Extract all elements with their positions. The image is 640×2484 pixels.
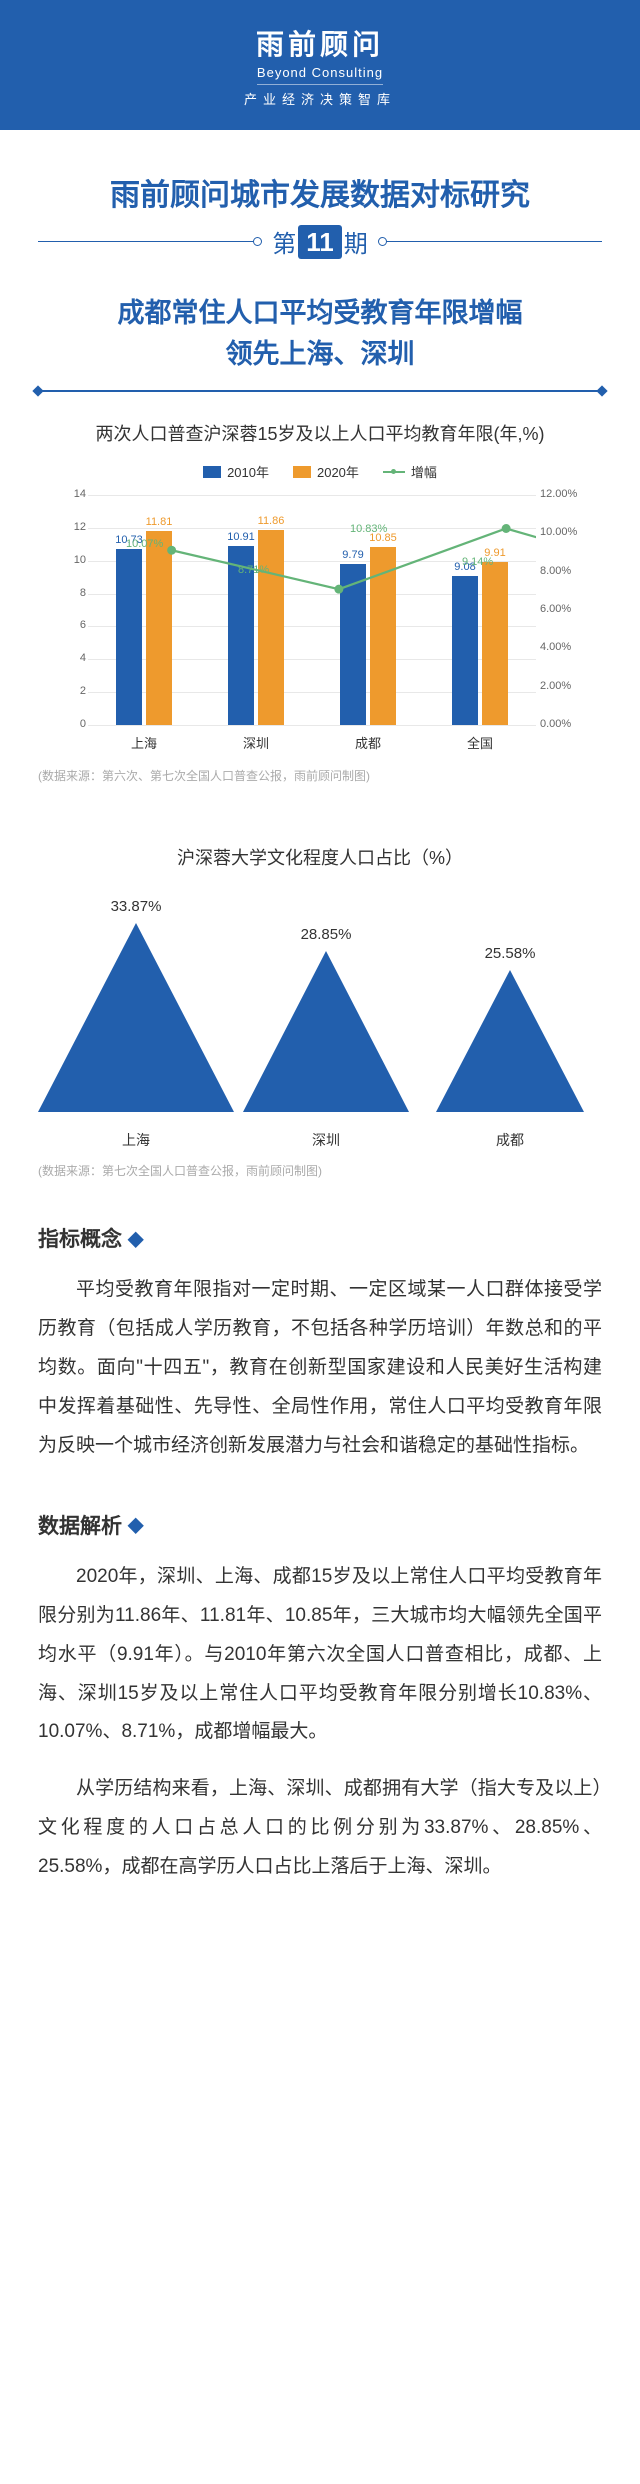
bar-group: 9.089.91全国: [424, 495, 536, 725]
triangle-shape: [243, 951, 409, 1112]
triangle-value: 33.87%: [111, 898, 162, 915]
growth-label: 10.83%: [350, 523, 387, 535]
issue-number: 11: [298, 225, 342, 259]
bar-2020: 11.81: [146, 531, 172, 725]
section2-body-1: 2020年，深圳、上海、成都15岁及以上常住人口平均受教育年限分别为11.86年…: [38, 1558, 602, 1753]
triangle-label: 深圳: [312, 1130, 340, 1150]
x-label: 上海: [88, 733, 200, 752]
issue-label: 第 11 期: [272, 224, 368, 259]
divider-left: [38, 241, 258, 242]
section1-heading: 指标概念◆: [38, 1223, 602, 1253]
triangle-row: 33.87% 上海 28.85% 深圳 25.58% 成都: [38, 900, 602, 1150]
logo-en: Beyond Consulting: [257, 65, 383, 85]
triangle-value: 25.58%: [485, 945, 536, 962]
section1-title: 指标概念: [38, 1223, 122, 1253]
y-right-tick: 0.00%: [540, 718, 592, 730]
y-left-tick: 8: [48, 587, 86, 599]
bar-2010: 9.08: [452, 576, 478, 725]
issue-pre: 第: [272, 224, 296, 259]
report-title: 雨前顾问城市发展数据对标研究: [38, 170, 602, 214]
legend-box-2020: [293, 466, 311, 478]
growth-label: 10.07%: [126, 538, 163, 550]
bar-2020: 11.86: [258, 530, 284, 725]
title-divider: [38, 390, 602, 392]
triangle-label: 上海: [122, 1130, 150, 1150]
bar-2010: 10.73: [116, 549, 142, 725]
bullet-icon: ◆: [128, 1512, 143, 1537]
section1-body: 平均受教育年限指对一定时期、一定区域某一人口群体接受学历教育（包括成人学历教育，…: [38, 1271, 602, 1466]
triangle-item: 33.87% 上海: [38, 898, 234, 1150]
legend-label-2020: 2020年: [317, 462, 359, 481]
legend-label-growth: 增幅: [411, 462, 437, 481]
growth-label: 8.71%: [238, 564, 269, 576]
subtitle: 成都常住人口平均受教育年限增幅 领先上海、深圳: [38, 293, 602, 374]
bar-group: 10.7311.81上海: [88, 495, 200, 725]
y-right-tick: 10.00%: [540, 526, 592, 538]
bar-group: 10.9111.86深圳: [200, 495, 312, 725]
y-left-tick: 14: [48, 488, 86, 500]
bars-area: 10.7311.81上海10.9111.86深圳9.7910.85成都9.089…: [88, 495, 536, 725]
y-left-tick: 4: [48, 652, 86, 664]
legend-growth: 增幅: [383, 462, 437, 481]
legend-line-growth: [383, 471, 405, 473]
triangle-value: 28.85%: [301, 926, 352, 943]
section2-heading: 数据解析◆: [38, 1510, 602, 1540]
subtitle-l2: 领先上海、深圳: [226, 339, 415, 369]
bar-2020: 10.85: [370, 547, 396, 725]
chart1-section: 两次人口普查沪深蓉15岁及以上人口平均教育年限(年,%) 2010年 2020年…: [38, 420, 602, 784]
chart2-section: 沪深蓉大学文化程度人口占比（%） 33.87% 上海 28.85% 深圳 25.58% 成…: [38, 844, 602, 1179]
legend-label-2010: 2010年: [227, 462, 269, 481]
subtitle-l1: 成都常住人口平均受教育年限增幅: [118, 298, 523, 328]
x-label: 成都: [312, 733, 424, 752]
chart1-legend: 2010年 2020年 增幅: [38, 462, 602, 481]
content-area: 雨前顾问城市发展数据对标研究 第 11 期 成都常住人口平均受教育年限增幅 领先…: [0, 130, 640, 1947]
bar-value-2010: 9.79: [342, 549, 363, 561]
issue-row: 第 11 期: [38, 224, 602, 259]
bar-2020: 9.91: [482, 562, 508, 725]
triangle-item: 25.58% 成都: [418, 945, 602, 1150]
y-left-tick: 12: [48, 521, 86, 533]
brand-header: 雨前顾问 Beyond Consulting 产业经济决策智库: [0, 0, 640, 130]
y-right-tick: 4.00%: [540, 641, 592, 653]
bar-value-2010: 10.91: [227, 531, 255, 543]
divider-right: [382, 241, 602, 242]
triangle-label: 成都: [496, 1130, 524, 1150]
triangle-item: 28.85% 深圳: [234, 926, 418, 1150]
growth-label: 9.14%: [462, 556, 493, 568]
y-right-tick: 12.00%: [540, 488, 592, 500]
y-left-tick: 2: [48, 685, 86, 697]
triangle-shape: [436, 970, 584, 1112]
bar-value-2020: 11.81: [146, 516, 173, 528]
y-right-tick: 8.00%: [540, 565, 592, 577]
issue-post: 期: [344, 224, 368, 259]
legend-box-2010: [203, 466, 221, 478]
section2-body-2: 从学历结构来看，上海、深圳、成都拥有大学（指大专及以上）文化程度的人口占总人口的…: [38, 1770, 602, 1887]
bullet-icon: ◆: [128, 1226, 143, 1251]
section2-title: 数据解析: [38, 1510, 122, 1540]
chart2-title: 沪深蓉大学文化程度人口占比（%）: [38, 844, 602, 870]
logo-sub: 产业经济决策智库: [244, 89, 396, 108]
legend-2010: 2010年: [203, 462, 269, 481]
chart2-source: (数据来源：第七次全国人口普查公报，雨前顾问制图): [38, 1162, 602, 1179]
y-right-tick: 6.00%: [540, 603, 592, 615]
x-label: 全国: [424, 733, 536, 752]
bar-value-2020: 11.86: [258, 515, 285, 527]
y-left-tick: 6: [48, 619, 86, 631]
chart1-title: 两次人口普查沪深蓉15岁及以上人口平均教育年限(年,%): [38, 420, 602, 446]
y-left-tick: 0: [48, 718, 86, 730]
y-right-tick: 2.00%: [540, 680, 592, 692]
triangle-shape: [38, 923, 234, 1112]
bar-2010: 9.79: [340, 564, 366, 725]
legend-2020: 2020年: [293, 462, 359, 481]
chart1-source: (数据来源：第六次、第七次全国人口普查公报，雨前顾问制图): [38, 767, 602, 784]
x-label: 深圳: [200, 733, 312, 752]
logo-cn: 雨前顾问: [256, 23, 384, 63]
y-left-tick: 10: [48, 554, 86, 566]
bar-chart: 10.7311.81上海10.9111.86深圳9.7910.85成都9.089…: [48, 495, 592, 755]
